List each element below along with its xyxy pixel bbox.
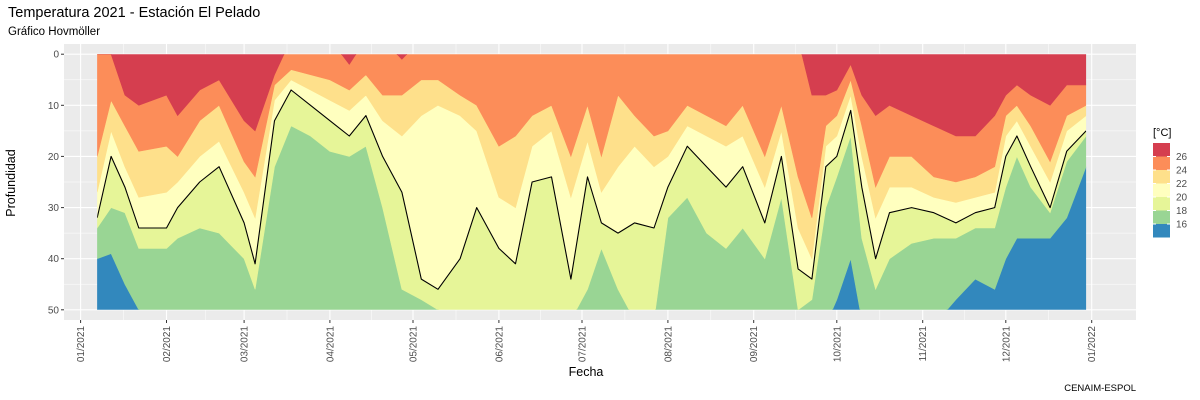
- x-tick-label: 05/2021: [409, 326, 420, 363]
- x-tick-label: 09/2021: [749, 326, 760, 363]
- x-tick-label: 12/2021: [1001, 326, 1012, 363]
- legend-swatch-26-28: [1153, 143, 1170, 157]
- legend-label: 20: [1176, 193, 1188, 204]
- chart-caption: CENAIM-ESPOL: [1064, 383, 1136, 394]
- legend-label: 22: [1176, 179, 1188, 190]
- x-tick-label: 10/2021: [832, 326, 843, 363]
- legend-swatch-18-20: [1153, 197, 1170, 211]
- isotherm-line: [97, 89, 1087, 290]
- y-axis: 0 10 20 30 40 50: [48, 50, 64, 316]
- x-tick-label: 03/2021: [240, 326, 251, 363]
- chart-subtitle: Gráfico Hovmöller: [8, 26, 100, 38]
- legend-swatch-14-16: [1153, 224, 1170, 238]
- legend-label: 18: [1176, 206, 1188, 217]
- x-tick-label: 06/2021: [494, 326, 505, 363]
- legend-swatch-22-24: [1153, 170, 1170, 184]
- x-tick-label: 11/2021: [918, 326, 929, 362]
- legend-swatch-20-22: [1153, 183, 1170, 197]
- x-axis-title: Fecha: [569, 365, 604, 379]
- y-tick-label: 10: [48, 101, 60, 112]
- legend-swatch-24-26: [1153, 156, 1170, 170]
- legend-swatch-16-18: [1153, 210, 1170, 224]
- temp-band-26-28: [97, 54, 1087, 137]
- x-tick-label: 02/2021: [162, 326, 173, 363]
- legend-label: 24: [1176, 166, 1188, 177]
- y-tick-label: 30: [48, 203, 60, 214]
- temperature-fill: [97, 54, 1087, 310]
- x-tick-label: 04/2021: [325, 326, 336, 363]
- x-tick-label: 07/2021: [578, 326, 589, 363]
- y-axis-title: Profundidad: [4, 149, 18, 216]
- y-tick-label: 20: [48, 152, 60, 163]
- x-axis: 01/2021 02/2021 03/2021 04/2021 05/2021 06/20…: [76, 320, 1098, 362]
- x-tick-label: 01/2022: [1087, 326, 1098, 363]
- legend: [°C] 26 24 22 20 18 16: [1153, 127, 1188, 238]
- x-tick-label: 08/2021: [663, 326, 674, 363]
- x-tick-label: 01/2021: [76, 326, 87, 363]
- legend-label: 16: [1176, 220, 1188, 231]
- legend-title: [°C]: [1153, 127, 1171, 139]
- chart-title: Temperatura 2021 - Estación El Pelado: [8, 5, 260, 21]
- isotherm-layer: [97, 89, 1087, 290]
- legend-label: 26: [1176, 152, 1188, 163]
- y-tick-label: 40: [48, 254, 60, 265]
- y-tick-label: 50: [48, 305, 60, 316]
- y-tick-label: 0: [53, 50, 59, 61]
